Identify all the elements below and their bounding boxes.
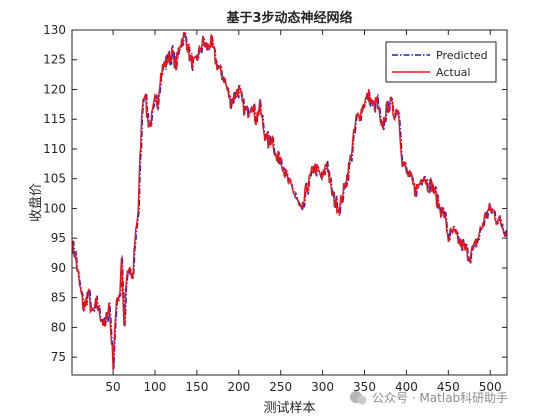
x-axis-title: 测试样本 xyxy=(263,401,315,416)
legend-label-actual: Actual xyxy=(436,66,470,79)
y-tick-label: 100 xyxy=(43,201,66,215)
x-tick-label: 250 xyxy=(269,380,292,394)
legend-label-predicted: Predicted xyxy=(436,49,488,62)
y-tick-label: 115 xyxy=(43,112,66,126)
y-tick-label: 105 xyxy=(43,172,66,186)
x-tick-label: 450 xyxy=(437,380,460,394)
chart-title: 基于3步动态神经网络 xyxy=(225,10,352,26)
x-tick-label: 400 xyxy=(395,380,418,394)
x-tick-label: 200 xyxy=(227,380,250,394)
y-tick-label: 110 xyxy=(43,142,66,156)
y-tick-label: 95 xyxy=(51,231,66,245)
x-axis-ticks: 50 100 150 200 250 300 350 400 450 500 xyxy=(105,30,502,394)
y-tick-label: 130 xyxy=(43,23,66,37)
y-tick-label: 85 xyxy=(51,291,66,305)
x-tick-label: 300 xyxy=(311,380,334,394)
plot-area: 50 100 150 200 250 300 350 400 450 500 75 80 85 90 95… xyxy=(43,23,508,394)
x-tick-label: 500 xyxy=(479,380,502,394)
series-line-actual xyxy=(71,31,508,371)
legend-box xyxy=(385,41,497,83)
y-tick-label: 125 xyxy=(43,53,66,67)
y-tick-label: 90 xyxy=(51,261,66,275)
y-axis-title: 收盘价 xyxy=(28,183,44,222)
series-layer xyxy=(71,30,508,371)
x-tick-label: 150 xyxy=(185,380,208,394)
axes-box xyxy=(71,29,508,376)
y-tick-label: 75 xyxy=(51,350,66,364)
y-axis-ticks: 75 80 85 90 95 100 105 110 115 120 125 130 xyxy=(43,23,507,364)
x-tick-label: 350 xyxy=(353,380,376,394)
y-tick-label: 80 xyxy=(51,320,66,334)
x-tick-label: 100 xyxy=(144,380,167,394)
y-tick-label: 120 xyxy=(43,82,66,96)
watermark-text: 公众号 · Matlab科研助手 xyxy=(372,391,508,405)
wechat-icon-bubble xyxy=(357,395,367,405)
watermark: 公众号 · Matlab科研助手 xyxy=(350,391,508,405)
x-tick-label: 50 xyxy=(105,380,120,394)
legend: Predicted Actual xyxy=(385,41,497,83)
